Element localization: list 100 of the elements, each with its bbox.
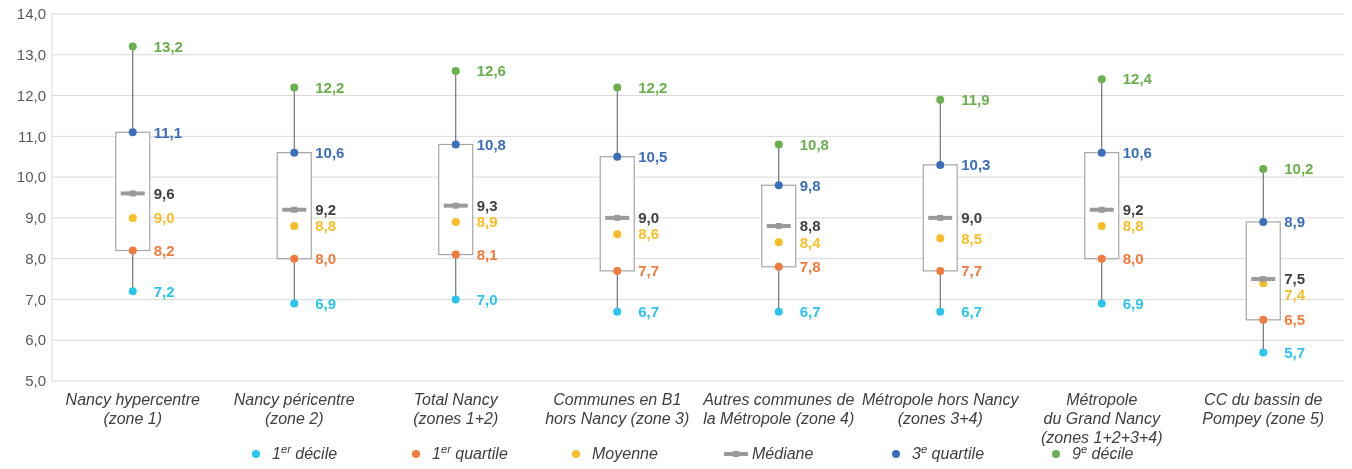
data-label: 13,2	[153, 37, 183, 55]
data-label: 7,8	[799, 258, 821, 276]
x-tick-label: Métropole hors Nancy (zones 3+4)	[861, 391, 1020, 427]
y-tick-label: 12,0	[16, 86, 46, 104]
data-label: 8,1	[476, 245, 498, 263]
point	[128, 287, 137, 296]
y-tick-label: 8,0	[25, 249, 46, 267]
point	[936, 266, 945, 275]
point	[613, 266, 622, 275]
data-label: 7,7	[638, 262, 660, 280]
point	[1260, 276, 1267, 283]
data-label: 11,1	[153, 123, 183, 141]
point	[1259, 217, 1268, 226]
y-tick-label: 10,0	[16, 168, 46, 186]
data-label: 7,0	[476, 290, 498, 308]
data-label: 11,9	[961, 90, 990, 108]
point	[451, 295, 460, 304]
point	[128, 213, 137, 222]
data-label: 8,8	[315, 217, 337, 235]
point	[1259, 164, 1268, 173]
point	[290, 299, 299, 308]
data-label: 7,2	[153, 282, 175, 300]
point	[1259, 348, 1268, 357]
y-tick-label: 5,0	[25, 372, 46, 390]
data-label: 10,8	[799, 135, 829, 153]
legend-label: 1$^{er}$ décile	[272, 443, 338, 462]
point	[774, 262, 783, 271]
data-label: 7,7	[961, 262, 983, 280]
point	[1098, 206, 1105, 213]
data-label: 6,9	[1122, 294, 1144, 312]
data-label: 8,4	[799, 233, 822, 251]
legend-label: Médiane	[752, 445, 814, 462]
point	[1097, 299, 1106, 308]
point	[128, 42, 137, 51]
data-label: 12,6	[476, 62, 506, 80]
data-label: 9,0	[961, 209, 983, 227]
data-label: 8,2	[153, 241, 175, 259]
data-label: 12,4	[1122, 70, 1153, 88]
data-label: 12,2	[315, 78, 345, 96]
x-tick-label: Métropole du Grand Nancy (zones 1+2+3+4)	[1041, 391, 1163, 446]
point	[774, 238, 783, 247]
data-label: 12,2	[638, 78, 668, 96]
data-label: 7,4	[1284, 286, 1306, 304]
point	[290, 83, 299, 92]
data-label: 8,9	[1284, 213, 1306, 231]
y-tick-label: 14,0	[16, 5, 46, 23]
data-label: 9,2	[1122, 200, 1144, 218]
data-label: 8,6	[638, 225, 660, 243]
legend-label: Moyenne	[592, 445, 658, 462]
x-tick-label: Communes en B1 hors Nancy (zone 3)	[545, 391, 690, 427]
point	[128, 128, 137, 137]
x-tick-label: Nancy hypercentre (zone 1)	[65, 391, 200, 427]
data-label: 8,8	[1122, 217, 1144, 235]
y-tick-label: 6,0	[25, 331, 46, 349]
point	[451, 250, 460, 259]
data-label: 6,7	[638, 302, 660, 320]
point	[291, 206, 298, 213]
point	[613, 230, 622, 239]
data-label: 5,7	[1284, 343, 1306, 361]
legend-label: 9$^{e}$ décile	[1072, 443, 1134, 462]
data-label: 9,3	[476, 196, 498, 214]
data-label: 10,6	[315, 143, 345, 161]
data-label: 6,9	[315, 294, 337, 312]
data-label: 8,8	[799, 217, 821, 235]
data-label: 10,8	[476, 135, 506, 153]
point	[613, 307, 622, 316]
point	[451, 140, 460, 149]
point	[128, 246, 137, 255]
data-label: 7,5	[1284, 270, 1306, 288]
data-label: 9,6	[153, 184, 175, 202]
data-label: 10,6	[1122, 143, 1152, 161]
data-label: 9,0	[153, 209, 175, 227]
data-label: 9,8	[799, 176, 821, 194]
point	[1259, 315, 1268, 324]
point	[290, 148, 299, 157]
data-label: 8,0	[315, 249, 337, 267]
data-label: 8,9	[476, 213, 498, 231]
point	[774, 140, 783, 149]
point	[937, 214, 944, 221]
data-label: 6,7	[799, 302, 821, 320]
data-label: 9,0	[638, 209, 660, 227]
x-tick-label: Total Nancy (zones 1+2)	[413, 391, 499, 427]
legend-label: 3$^{e}$ quartile	[912, 443, 985, 462]
y-tick-label: 7,0	[25, 290, 46, 308]
x-tick-label: Nancy péricentre (zone 2)	[233, 391, 355, 427]
data-label: 10,2	[1284, 160, 1314, 178]
point	[290, 222, 299, 231]
x-tick-label: Autres communes de la Métropole (zone 4)	[702, 391, 855, 427]
point	[774, 307, 783, 316]
point	[936, 307, 945, 316]
point	[1097, 148, 1106, 157]
point	[1097, 75, 1106, 84]
data-label: 10,5	[638, 147, 668, 165]
x-tick-label: CC du bassin de Pompey (zone 5)	[1202, 391, 1325, 427]
point	[451, 67, 460, 76]
point	[774, 181, 783, 190]
data-label: 6,7	[961, 302, 983, 320]
data-label: 8,0	[1122, 249, 1144, 267]
point	[129, 190, 136, 197]
point	[613, 83, 622, 92]
